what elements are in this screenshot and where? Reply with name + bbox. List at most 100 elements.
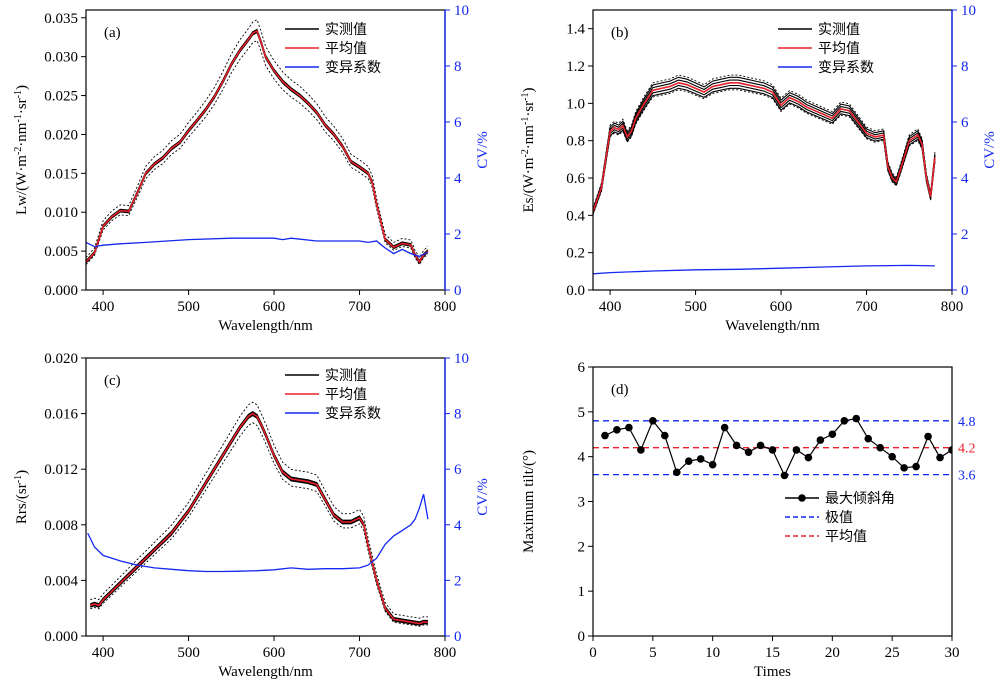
data-point xyxy=(912,462,920,471)
data-point xyxy=(756,441,765,450)
data-point xyxy=(900,464,908,472)
label-part: Lw/(W·m xyxy=(14,155,30,215)
x-tick-label: 600 xyxy=(263,299,286,315)
legend-label: 实测值 xyxy=(818,22,860,38)
legend-label: 变异系数 xyxy=(325,60,381,76)
plot-area xyxy=(593,414,952,480)
y-tick-label: 0.8 xyxy=(566,134,585,150)
series-line-measured xyxy=(593,76,936,210)
series-line-mean xyxy=(86,29,429,264)
series-line-measured xyxy=(593,79,936,211)
legend-label: 最大倾斜角 xyxy=(825,491,895,507)
series-line-measured xyxy=(90,411,428,624)
series-line-mean xyxy=(593,81,936,212)
series-line-measured xyxy=(90,414,428,626)
label-part: ·sr xyxy=(14,98,30,114)
plot-area xyxy=(86,19,429,266)
y-tick-label: 0.030 xyxy=(44,50,78,66)
x-tick-label: 500 xyxy=(684,299,707,315)
x-tick-label: 400 xyxy=(599,299,622,315)
y-tick-label: 1.2 xyxy=(566,59,585,75)
series-line-measured xyxy=(90,412,428,625)
series-line-measured xyxy=(90,411,428,623)
x-tick-label: 500 xyxy=(177,299,200,315)
y-tick-label: 0.000 xyxy=(44,283,78,299)
y2-tick-label: 8 xyxy=(961,59,969,75)
data-point xyxy=(840,417,849,425)
y2-tick-label: 6 xyxy=(454,462,462,478)
data-point xyxy=(732,441,741,450)
y-axis-title: Maximum tilt/(°) xyxy=(521,450,537,553)
plot-area xyxy=(87,401,429,627)
y-tick-label: 3 xyxy=(578,495,586,511)
legend-label: 极值 xyxy=(825,510,853,526)
label-part: Es/(W·m xyxy=(521,157,537,212)
x-tick-label: 400 xyxy=(92,645,115,661)
x-tick-label: 800 xyxy=(434,645,457,661)
data-point xyxy=(768,446,777,454)
series-line-cv xyxy=(86,237,429,258)
y-tick-label: 1 xyxy=(578,584,586,600)
y-axis-title: Rrs/(sr-1) xyxy=(13,470,31,524)
label-superscript: -1 xyxy=(13,114,24,122)
reference-line-label: 3.6 xyxy=(958,469,976,484)
panel-b: 400 500 600 700 800 0.0 0.2 0.4 0.6 0.8 1.0 1.2 1.4 0… xyxy=(520,3,999,334)
y-tick-label: 0.015 xyxy=(44,166,78,182)
y-tick-label: 0.020 xyxy=(44,351,78,367)
y-tick-label: 0.6 xyxy=(566,171,585,187)
legend-label: 变异系数 xyxy=(325,406,381,422)
legend-label: 平均值 xyxy=(325,387,367,403)
data-point xyxy=(780,471,789,480)
plot-frame xyxy=(592,366,953,637)
series-line-tilt xyxy=(604,417,952,477)
y-tick-label: 4 xyxy=(578,450,586,466)
y-tick-label: 0.035 xyxy=(44,11,78,27)
reference-line-label: 4.2 xyxy=(958,442,976,457)
label-superscript: -1 xyxy=(13,90,24,98)
y2-tick-label: 4 xyxy=(961,171,969,187)
data-point xyxy=(661,431,669,440)
series-line-mean xyxy=(90,412,428,625)
legend-label: 平均值 xyxy=(825,529,867,545)
y-axis-title: Es/(W·m-2·nm-1·sr-1) xyxy=(520,87,538,212)
data-point xyxy=(720,423,729,432)
data-point xyxy=(625,423,633,432)
x-axis-title: Wavelength/nm xyxy=(218,664,313,680)
data-point xyxy=(936,453,944,462)
plot-frame xyxy=(592,9,953,291)
x-tick-label: 700 xyxy=(855,299,878,315)
y-tick-label: 0.005 xyxy=(44,244,78,260)
y2-tick-label: 10 xyxy=(454,3,469,19)
y2-tick-label: 4 xyxy=(454,171,462,187)
y-tick-label: 0.2 xyxy=(566,246,585,262)
plot-area xyxy=(593,74,936,275)
label-superscript: -2 xyxy=(520,149,531,157)
panel-letter: (a) xyxy=(104,25,121,41)
y-tick-label: 6 xyxy=(578,360,586,376)
x-tick-label: 25 xyxy=(885,645,900,661)
x-tick-label: 800 xyxy=(941,299,964,315)
x-axis-title: Wavelength/nm xyxy=(725,318,820,334)
x-axis-title: Times xyxy=(754,664,791,680)
y-tick-label: 5 xyxy=(578,405,586,421)
data-point xyxy=(804,453,813,462)
data-point xyxy=(888,452,896,461)
label-part: ·nm xyxy=(14,122,30,146)
legend-label: 变异系数 xyxy=(818,60,874,76)
label-superscript: -1 xyxy=(520,92,531,100)
series-line-cv xyxy=(87,494,429,573)
x-tick-label: 800 xyxy=(434,299,457,315)
legend-label: 平均值 xyxy=(818,41,860,57)
label-part: Maximum tilt/(°) xyxy=(521,450,537,553)
series-line-measured-lower xyxy=(90,422,428,627)
data-point xyxy=(864,434,873,443)
label-part: Rrs/(sr xyxy=(14,483,30,524)
y-tick-label: 1.0 xyxy=(566,96,585,112)
y2-tick-label: 4 xyxy=(454,518,462,534)
y2-tick-label: 2 xyxy=(454,227,462,243)
series-line-measured-lower xyxy=(593,89,936,215)
x-tick-label: 5 xyxy=(649,645,657,661)
x-tick-label: 600 xyxy=(770,299,793,315)
